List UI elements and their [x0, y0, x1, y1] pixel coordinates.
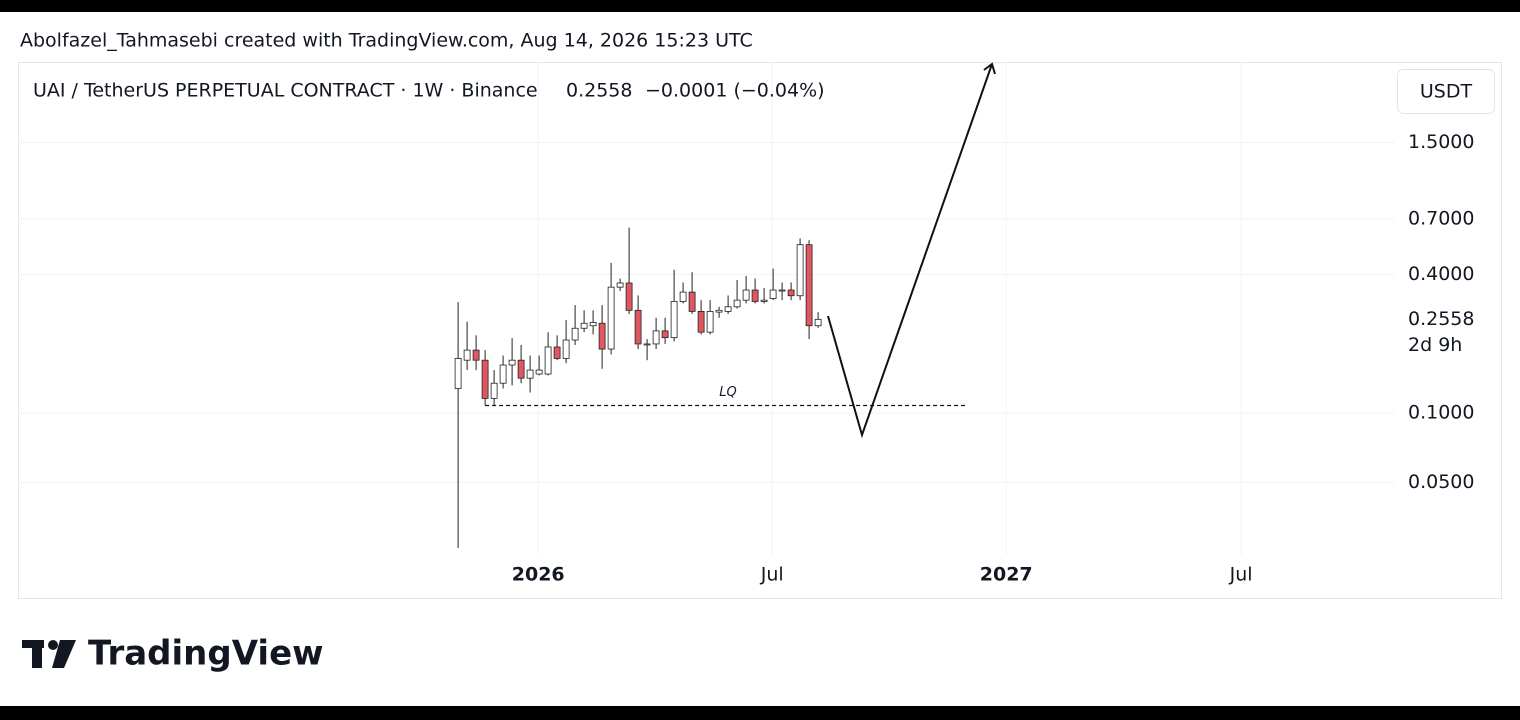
- candle-body: [535, 369, 543, 375]
- candle-body: [481, 359, 489, 399]
- level-label: LQ: [719, 385, 736, 400]
- candle-body: [490, 382, 498, 399]
- candle-body: [778, 289, 786, 292]
- candle-body: [553, 346, 561, 359]
- header-change: −0.0001 (−0.04%): [645, 80, 825, 102]
- candle-body: [787, 289, 795, 297]
- y-tick-label: 0.4000: [1408, 263, 1474, 285]
- currency-button[interactable]: [1397, 69, 1495, 114]
- last-price-label: 0.2558: [1408, 308, 1474, 330]
- candle-body: [616, 282, 624, 288]
- candle-body: [499, 364, 507, 384]
- credit: Abolfazel_Tahmasebi created with Trading…: [20, 30, 753, 52]
- candle-body: [661, 330, 669, 339]
- candle-body: [544, 346, 552, 375]
- x-tick-label: Jul: [760, 564, 784, 586]
- candle-body: [463, 349, 471, 361]
- candle-body: [589, 322, 597, 327]
- chart-frame: [18, 62, 1502, 599]
- x-tick-label: Jul: [1229, 564, 1253, 586]
- candle-body: [472, 349, 480, 361]
- candle-body: [805, 244, 813, 327]
- candle-body: [607, 286, 615, 350]
- candle-body: [670, 301, 678, 339]
- logo-text: TradingView: [88, 634, 324, 674]
- chart-title: UAI / TetherUS PERPETUAL CONTRACT · 1W ·…: [33, 80, 538, 102]
- candle-body: [508, 359, 516, 366]
- y-tick-label: 1.5000: [1408, 131, 1474, 153]
- candle-body: [652, 330, 660, 345]
- x-tick-label: 2027: [980, 564, 1033, 586]
- candle-body: [769, 289, 777, 299]
- candle-body: [688, 291, 696, 312]
- candle-body: [706, 310, 714, 333]
- projection-arrow: [827, 62, 996, 439]
- bottom-bar: [0, 706, 1520, 720]
- candle-body: [814, 318, 822, 327]
- x-tick-label: 2026: [512, 564, 565, 586]
- candle-body: [751, 289, 759, 302]
- candle-body: [742, 289, 750, 301]
- candle-body: [796, 244, 804, 297]
- candle-body: [625, 282, 633, 311]
- candle-body: [454, 358, 462, 389]
- header-price: 0.2558: [566, 80, 632, 102]
- logo-mark: [22, 640, 76, 668]
- candle-body: [679, 291, 687, 302]
- candle-body: [697, 310, 705, 333]
- plot: LQ: [454, 227, 966, 548]
- candle-body: [634, 309, 642, 345]
- candle-body: [724, 306, 732, 312]
- candle-body: [733, 299, 741, 308]
- candle-body: [571, 327, 579, 341]
- y-tick-label: 0.1000: [1408, 402, 1474, 424]
- logo-part: [52, 640, 76, 668]
- logo-part: [48, 640, 58, 650]
- countdown: 2d 9h: [1408, 334, 1462, 356]
- candle-body: [517, 359, 525, 379]
- grid: [18, 62, 1395, 555]
- candle-body: [526, 369, 534, 379]
- candle-body: [580, 322, 588, 329]
- y-tick-label: 0.0500: [1408, 471, 1474, 493]
- top-bar: [0, 0, 1520, 12]
- candle-body: [598, 322, 606, 350]
- candle-body: [760, 299, 768, 302]
- candle-body: [643, 343, 651, 346]
- currency[interactable]: USDT: [1420, 81, 1473, 103]
- candle-body: [562, 339, 570, 359]
- y-tick-label: 0.7000: [1408, 207, 1474, 229]
- candle-body: [715, 309, 723, 313]
- logo-part: [32, 640, 42, 668]
